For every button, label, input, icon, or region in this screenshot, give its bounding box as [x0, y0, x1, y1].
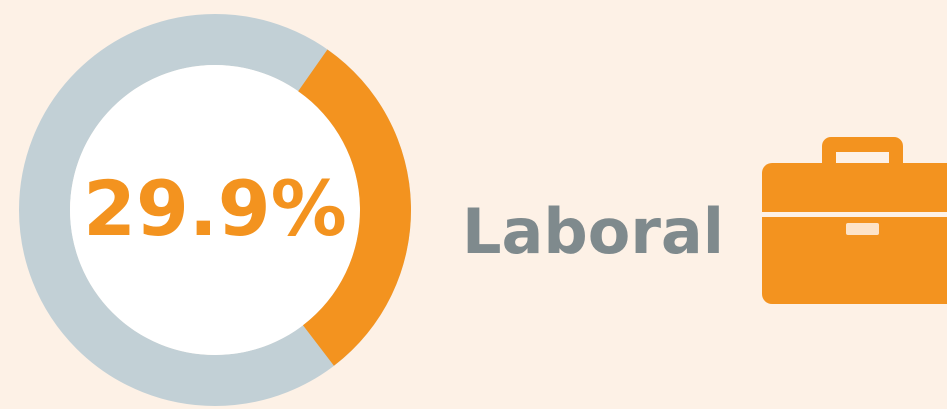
briefcase-icon — [762, 137, 947, 304]
briefcase-handle — [822, 137, 903, 165]
donut-segment — [298, 49, 411, 366]
donut — [19, 14, 411, 406]
value-label: 29.9% — [83, 164, 347, 253]
briefcase-latch — [846, 223, 879, 235]
category-label: Laboral — [462, 195, 724, 268]
briefcase-seam — [762, 212, 947, 217]
donut-hole — [70, 65, 360, 355]
